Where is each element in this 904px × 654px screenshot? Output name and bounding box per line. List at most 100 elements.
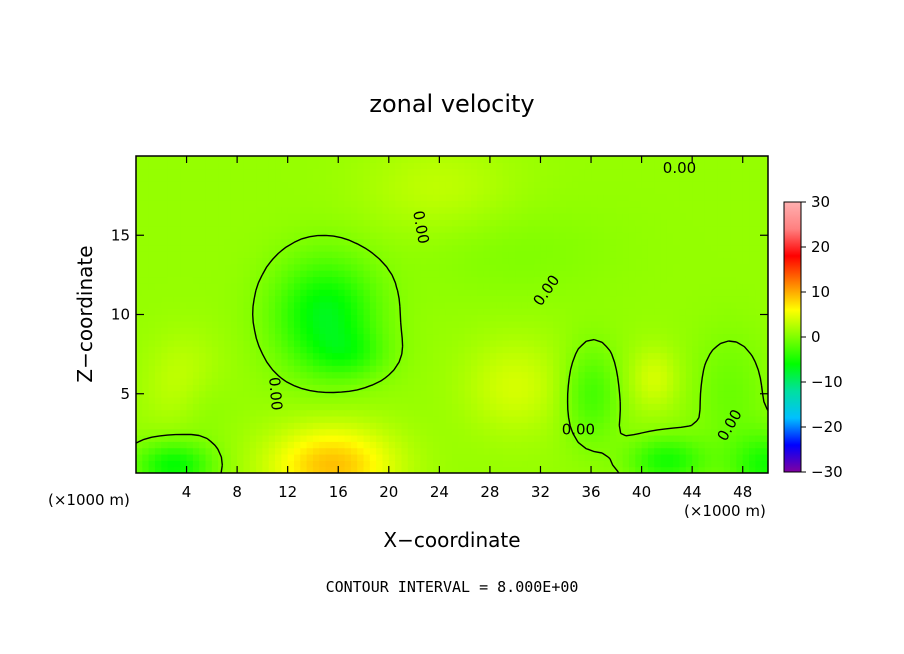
heatmap-cell [148,447,156,455]
heatmap-cell [742,365,750,373]
heatmap-cell [344,206,352,214]
heatmap-cell [186,346,194,354]
heatmap-cell [534,434,542,442]
heatmap-cell [224,187,232,195]
heatmap-cell [452,365,459,373]
heatmap-cell [730,162,737,170]
heatmap-cell [142,162,150,170]
heatmap-cell [673,295,681,303]
heatmap-cell [256,200,263,208]
heatmap-cell [628,441,636,449]
heatmap-cell [312,295,320,303]
heatmap-cell [565,320,573,328]
heatmap-cell [521,263,529,271]
heatmap-cell [597,213,605,220]
heatmap-cell [496,403,504,411]
heatmap-cell [578,187,586,195]
heatmap-cell [470,460,478,468]
heatmap-cell [723,219,731,227]
heatmap-cell [515,434,523,442]
heatmap-cell [635,415,643,423]
heatmap-cell [717,396,725,404]
heatmap-cell [723,377,731,385]
heatmap-cell [559,232,567,240]
heatmap-cell [211,428,219,436]
heatmap-cell [559,308,567,316]
heatmap-cell [357,168,365,176]
heatmap-cell [445,225,453,233]
heatmap-cell [154,352,162,360]
heatmap-cell [464,308,472,316]
heatmap-cell [654,422,662,430]
heatmap-cell [502,282,510,290]
heatmap-cell [407,162,415,170]
heatmap-cell [685,377,693,385]
heatmap-cell [628,415,636,423]
heatmap-cell [477,308,485,316]
heatmap-cell [679,460,687,468]
heatmap-cell [224,282,232,290]
heatmap-cell [275,213,282,220]
heatmap-cell [654,289,662,297]
heatmap-cell [312,460,320,468]
heatmap-cell [622,390,630,398]
heatmap-cell [281,441,289,449]
heatmap-cell [268,434,276,442]
heatmap-cell [420,333,428,341]
heatmap-cell [192,403,200,411]
heatmap-cell [420,219,428,227]
heatmap-cell [635,333,643,341]
heatmap-cell [723,257,731,265]
heatmap-cell [136,213,143,220]
heatmap-cell [161,168,169,176]
heatmap-cell [433,200,440,208]
heatmap-cell [148,346,156,354]
heatmap-cell [237,390,245,398]
heatmap-cell [704,384,712,392]
heatmap-cell [407,339,415,347]
heatmap-cell [281,219,289,227]
heatmap-cell [154,238,162,246]
heatmap-cell [477,396,485,404]
heatmap-cell [755,466,763,473]
heatmap-cell [546,409,554,417]
heatmap-cell [622,384,630,392]
heatmap-cell [268,377,276,385]
heatmap-cell [628,466,636,473]
heatmap-cell [711,219,719,227]
heatmap-cell [704,270,712,278]
heatmap-cell [666,244,674,252]
heatmap-cell [452,251,459,259]
heatmap-cell [338,460,346,468]
heatmap-cell [610,308,617,316]
heatmap-cell [407,282,415,290]
heatmap-cell [180,460,188,468]
heatmap-cell [546,295,554,303]
heatmap-cell [300,314,308,322]
heatmap-cell [610,156,617,163]
heatmap-cell [331,162,339,170]
heatmap-cell [186,263,194,271]
heatmap-cell [445,213,453,220]
heatmap-cell [559,289,567,297]
heatmap-cell [717,168,725,176]
heatmap-cell [357,200,365,208]
heatmap-cell [616,156,624,163]
heatmap-cell [534,244,542,252]
heatmap-cell [749,225,756,233]
heatmap-cell [281,276,289,284]
heatmap-cell [294,428,301,436]
heatmap-cell [167,282,175,290]
heatmap-cell [584,441,592,449]
heatmap-cell [704,415,712,423]
heatmap-cell [458,377,466,385]
heatmap-cell [205,162,213,170]
heatmap-cell [660,409,668,417]
heatmap-cell [142,365,150,373]
heatmap-cell [306,409,314,417]
heatmap-cell [711,409,719,417]
heatmap-cell [148,371,156,379]
heatmap-cell [477,365,485,373]
heatmap-cell [534,371,542,379]
heatmap-cell [458,441,466,449]
